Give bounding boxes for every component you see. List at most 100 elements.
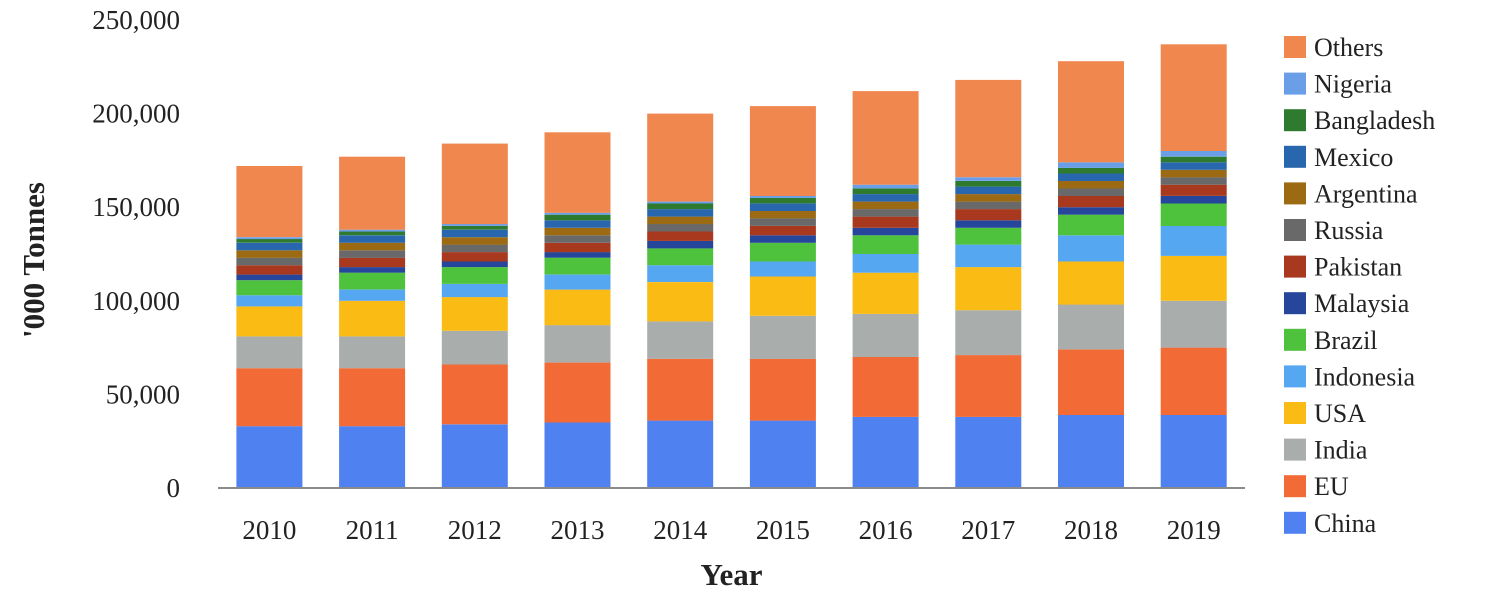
bar-malaysia-2018 — [1058, 207, 1124, 215]
bar-pakistan-2011 — [339, 257, 406, 268]
legend-swatch-indonesia — [1284, 365, 1306, 388]
bar-malaysia-2013 — [544, 252, 611, 258]
bar-mexico-2015 — [749, 203, 816, 211]
bar-pakistan-2010 — [236, 265, 303, 275]
legend-label-argentina: Argentina — [1314, 179, 1418, 208]
bar-brazil-2012 — [441, 267, 508, 284]
bar-brazil-2018 — [1058, 214, 1124, 236]
bar-others-2019 — [1160, 44, 1227, 151]
x-tick-label: 2011 — [346, 515, 399, 545]
legend-swatch-argentina — [1284, 182, 1306, 205]
bar-argentina-2011 — [339, 242, 406, 251]
y-tick-label: 200,000 — [92, 99, 180, 129]
bar-eu-2019 — [1160, 347, 1227, 415]
bar-indonesia-2011 — [339, 289, 406, 301]
bar-russia-2010 — [236, 257, 303, 266]
bar-pakistan-2012 — [441, 252, 508, 262]
bar-india-2014 — [647, 321, 714, 359]
bar-indonesia-2010 — [236, 295, 303, 307]
bar-indonesia-2019 — [1160, 225, 1227, 256]
bar-others-2010 — [236, 166, 303, 238]
bar-nigeria-2016 — [852, 184, 919, 189]
bar-china-2010 — [236, 426, 303, 488]
bar-malaysia-2011 — [339, 267, 406, 273]
bar-others-2011 — [339, 156, 406, 230]
legend-label-bangladesh: Bangladesh — [1314, 106, 1435, 135]
bar-china-2012 — [441, 424, 508, 488]
bar-malaysia-2015 — [749, 235, 816, 243]
bar-malaysia-2014 — [647, 240, 714, 249]
bar-usa-2014 — [647, 282, 714, 322]
bar-malaysia-2017 — [955, 220, 1022, 228]
y-tick-label: 150,000 — [92, 192, 180, 222]
bar-usa-2010 — [236, 306, 303, 337]
bar-brazil-2016 — [852, 235, 919, 254]
bar-russia-2013 — [544, 235, 611, 243]
bar-usa-2013 — [544, 289, 611, 326]
bar-malaysia-2016 — [852, 227, 919, 236]
bar-russia-2014 — [647, 224, 714, 232]
bar-pakistan-2019 — [1160, 184, 1227, 196]
bar-indonesia-2014 — [647, 265, 714, 282]
bar-mexico-2014 — [647, 209, 714, 217]
bar-argentina-2010 — [236, 250, 303, 258]
bar-usa-2017 — [955, 267, 1022, 311]
bar-pakistan-2018 — [1058, 196, 1124, 208]
bar-bangladesh-2014 — [647, 203, 714, 210]
bar-bangladesh-2018 — [1058, 167, 1124, 174]
bar-argentina-2014 — [647, 216, 714, 225]
legend-swatch-russia — [1284, 219, 1306, 241]
bar-china-2015 — [749, 420, 816, 488]
legend-swatch-nigeria — [1284, 72, 1306, 95]
x-tick-label: 2013 — [551, 515, 605, 545]
bar-nigeria-2013 — [544, 212, 611, 215]
bar-bangladesh-2019 — [1160, 156, 1227, 163]
bar-others-2013 — [544, 132, 611, 213]
legend-swatch-india — [1284, 438, 1306, 461]
bar-india-2015 — [749, 315, 816, 359]
bar-india-2018 — [1058, 304, 1124, 350]
bar-russia-2015 — [749, 218, 816, 226]
bar-nigeria-2014 — [647, 201, 714, 204]
legend-label-russia: Russia — [1314, 216, 1384, 245]
bar-russia-2016 — [852, 209, 919, 217]
bar-argentina-2019 — [1160, 169, 1227, 178]
x-axis-title: Year — [701, 557, 763, 592]
bar-china-2019 — [1160, 415, 1227, 488]
bar-eu-2011 — [339, 368, 406, 427]
legend-label-usa: USA — [1314, 399, 1366, 428]
bar-argentina-2012 — [441, 237, 508, 245]
bar-brazil-2015 — [749, 242, 816, 262]
bar-indonesia-2018 — [1058, 235, 1124, 262]
y-tick-label: 50,000 — [106, 379, 180, 409]
bar-argentina-2016 — [852, 201, 919, 210]
bar-argentina-2018 — [1058, 181, 1124, 189]
legend-label-nigeria: Nigeria — [1314, 70, 1392, 99]
y-tick-label: 100,000 — [92, 286, 180, 316]
bar-indonesia-2016 — [852, 254, 919, 273]
legend-swatch-china — [1284, 511, 1306, 534]
bar-bangladesh-2010 — [236, 239, 303, 243]
bar-eu-2014 — [647, 358, 714, 421]
legend-label-mexico: Mexico — [1314, 143, 1393, 172]
x-tick-label: 2014 — [653, 515, 708, 545]
bar-pakistan-2016 — [852, 216, 919, 228]
legend-label-brazil: Brazil — [1314, 326, 1378, 355]
bar-china-2014 — [647, 420, 714, 488]
bar-mexico-2017 — [955, 186, 1022, 195]
bar-mexico-2010 — [236, 242, 303, 251]
bar-india-2017 — [955, 310, 1022, 356]
legend: Others Nigeria Bangladesh Mexico Argentina Ru… — [1284, 33, 1435, 538]
legend-swatch-bangladesh — [1284, 109, 1306, 132]
bar-russia-2011 — [339, 250, 406, 258]
bar-china-2018 — [1058, 415, 1124, 488]
bar-mexico-2012 — [441, 229, 508, 238]
bar-brazil-2014 — [647, 248, 714, 266]
bar-brazil-2011 — [339, 272, 406, 290]
bar-brazil-2017 — [955, 227, 1022, 245]
legend-label-others: Others — [1314, 33, 1383, 62]
legend-swatch-usa — [1284, 402, 1306, 424]
x-tick-label: 2018 — [1064, 515, 1118, 545]
